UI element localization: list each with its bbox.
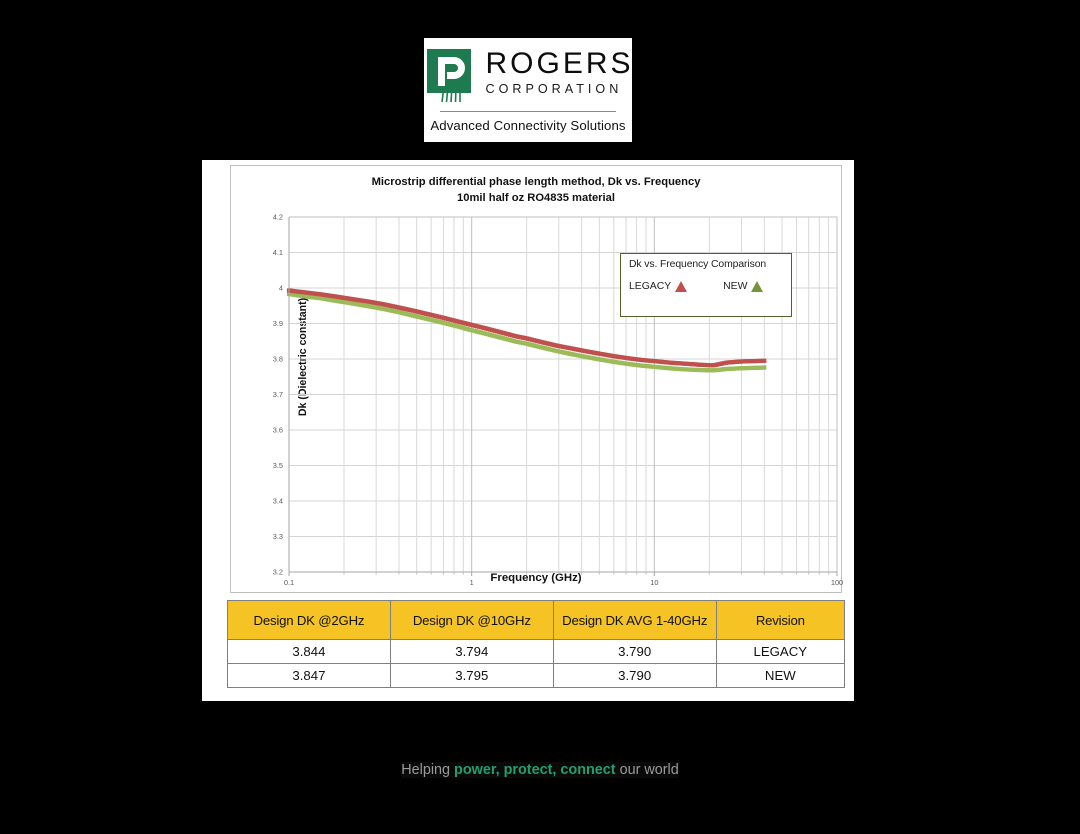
footer-tagline: Helping power, protect, connect our worl… [0,762,1080,778]
y-tick-label: 4 [279,284,283,293]
tick-label-layer: 3.2 3.3 3.4 3.5 3.6 3.7 3.8 3.9 4 4.1 4.2 0.1 1 10 100 [273,213,843,587]
x-tick-label: 0.1 [284,578,294,587]
table-cell: 3.790 [552,639,717,664]
logo-content: ROGERS CORPORATION Advanced Connectivity… [424,38,632,142]
chart-title: Microstrip differential phase length met… [371,176,701,204]
legend-label-legacy: LEGACY [629,281,672,292]
y-tick-label: 3.8 [273,355,283,364]
table-cell: 3.794 [389,639,554,664]
axis-layer [288,216,838,576]
logo-brand-text: ROGERS [485,47,634,80]
slide-content-card: Microstrip differential phase length met… [202,160,854,701]
design-dk-table: Design DK @2GHz Design DK @10GHz Design … [227,600,846,688]
series-legacy [286,288,767,368]
y-tick-label: 3.5 [273,461,283,470]
table-cell: 3.790 [552,663,717,688]
y-tick-label: 4.2 [273,213,283,222]
logo-subbrand-text: CORPORATION [485,81,623,96]
table-row: 3.847 3.795 3.790 NEW [227,663,846,688]
legend-label-new: NEW [723,281,748,292]
rogers-logo-card: ROGERS CORPORATION Advanced Connectivity… [424,38,632,142]
x-tick-label: 100 [831,578,843,587]
rogers-logo-mark-icon [427,49,472,103]
table-cell: 3.844 [227,639,391,664]
y-tick-label: 3.6 [273,426,283,435]
y-tick-label: 4.1 [273,248,283,257]
series-layer [286,288,767,373]
table-cell: LEGACY [715,639,846,664]
chart-legend: Dk vs. Frequency Comparison LEGACY NEW [620,253,792,317]
table-header-row: Design DK @2GHz Design DK @10GHz Design … [227,600,846,640]
x-tick-label: 1 [470,578,474,587]
logo-tagline-text: Advanced Connectivity Solutions [430,118,626,133]
y-tick-label: 3.9 [273,319,283,328]
x-axis-title: Frequency (GHz) [490,572,582,584]
series-new [286,291,767,373]
legend-entry-legacy: LEGACY [629,281,688,292]
legend-entries: LEGACY NEW [629,281,783,292]
table-row: 3.844 3.794 3.790 LEGACY [227,639,846,664]
table-cell: 3.847 [227,663,391,688]
legend-triangle-legacy-icon [675,281,688,292]
table-cell: NEW [715,663,846,688]
x-tick-label: 10 [650,578,658,587]
table-header-cell: Design DK @10GHz [389,600,554,640]
table-header-cell: Design DK @2GHz [227,600,391,640]
logo-top-row: ROGERS CORPORATION [424,47,632,104]
y-tick-label: 3.7 [273,390,283,399]
y-tick-label: 3.3 [273,532,283,541]
plot-area: 3.2 3.3 3.4 3.5 3.6 3.7 3.8 3.9 4 4.1 4.2 0.1 1 10 100 [273,213,843,587]
logo-divider [440,111,616,112]
table-header-cell: Revision [715,600,846,640]
table-header-cell: Design DK AVG 1-40GHz [552,600,717,640]
legend-entry-new: NEW [723,281,764,292]
y-tick-label: 3.2 [273,568,283,577]
footer-trail-text: our world [615,762,679,778]
legend-triangle-new-icon [751,281,764,292]
y-tick-label: 3.4 [273,497,283,506]
dk-vs-frequency-chart: Microstrip differential phase length met… [230,165,843,593]
legend-title: Dk vs. Frequency Comparison [629,259,767,270]
footer-highlight-text: power, protect, connect [454,762,616,778]
footer-lead-text: Helping [401,762,455,778]
logo-wordmark: ROGERS CORPORATION [485,47,633,95]
table-cell: 3.795 [389,663,554,688]
